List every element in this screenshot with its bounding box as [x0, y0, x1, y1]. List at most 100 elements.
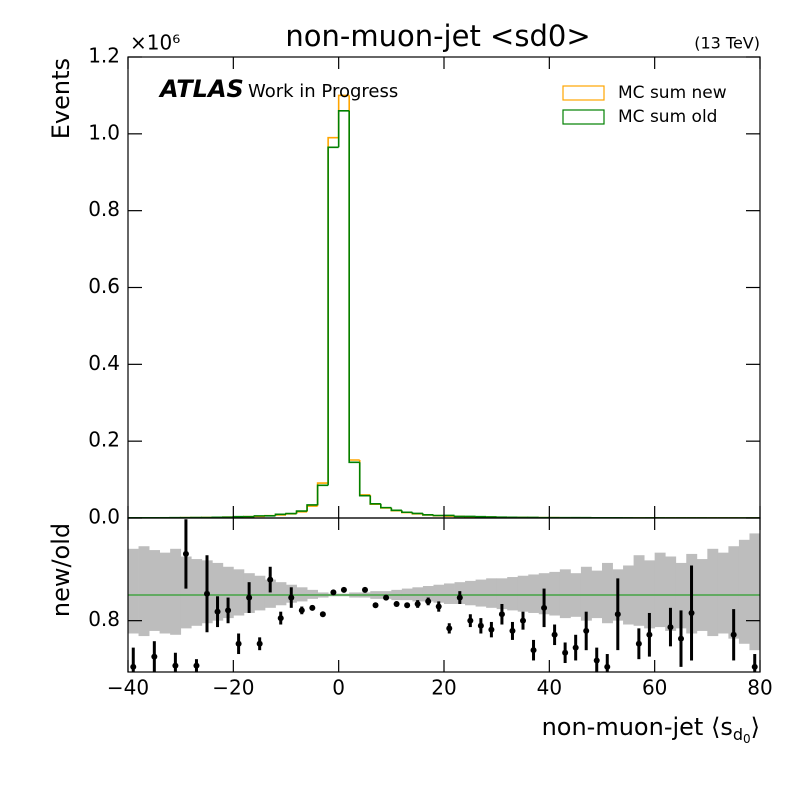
status-label: Work in Progress: [248, 81, 398, 102]
y-tick-label: 1.0: [88, 120, 120, 144]
uncertainty-band: [412, 587, 424, 602]
uncertainty-band: [580, 566, 592, 621]
uncertainty-band: [233, 569, 245, 616]
uncertainty-band: [128, 548, 139, 634]
ratio-point: [456, 594, 463, 601]
ratio-point: [488, 626, 495, 633]
uncertainty-band: [549, 571, 561, 616]
x-tick-label: 20: [431, 676, 456, 700]
uncertainty-band: [591, 570, 603, 619]
x-tick-label: 60: [642, 676, 667, 700]
uncertainty-band: [180, 556, 192, 629]
uncertainty-band: [496, 578, 508, 610]
ratio-point: [435, 603, 442, 610]
ratio-point: [572, 644, 579, 651]
histogram-step: [295, 510, 308, 514]
ratio-point: [593, 657, 600, 664]
ratio-point: [130, 663, 137, 670]
uncertainty-band: [528, 574, 540, 613]
ratio-point: [530, 647, 537, 654]
uncertainty-band: [222, 566, 234, 619]
uncertainty-band: [728, 546, 740, 639]
histogram-step: [369, 495, 381, 505]
uncertainty-band: [159, 552, 171, 634]
ratio-point: [551, 631, 558, 638]
ratio-point: [256, 640, 263, 647]
histogram-step: [390, 507, 402, 512]
x-axis-title-end: ⟩: [751, 713, 760, 741]
ratio-point: [404, 602, 411, 609]
uncertainty-band: [675, 562, 687, 629]
legend: MC sum new MC sum old: [562, 83, 727, 127]
x-axis-title-sub: d: [733, 725, 743, 744]
ratio-point: [730, 631, 737, 638]
x-tick-label: 0: [332, 676, 345, 700]
uncertainty-band: [517, 575, 529, 612]
uncertainty-band: [296, 587, 308, 602]
legend-label: MC sum new: [618, 83, 727, 103]
histogram-step: [274, 513, 286, 516]
histogram-step: [316, 484, 329, 505]
uncertainty-band: [444, 583, 455, 604]
uncertainty-band: [717, 552, 729, 634]
ratio-point: [277, 615, 284, 622]
ratio-point: [541, 604, 548, 611]
ratio-point: [467, 617, 474, 624]
uncertainty-band: [507, 577, 519, 611]
uncertainty-band: [738, 539, 750, 644]
ratio-point: [309, 604, 316, 611]
uncertainty-band: [749, 533, 760, 651]
ratio-point: [288, 594, 295, 601]
histogram-step: [358, 462, 371, 497]
ratio-point: [751, 663, 758, 670]
x-axis-title: non-muon-jet ⟨sd0⟩: [542, 713, 760, 746]
ratio-axis-title: new/old: [47, 523, 75, 617]
ratio-point: [235, 640, 242, 647]
ratio-point: [583, 627, 590, 634]
legend-swatch: [562, 109, 605, 125]
histogram-step: [348, 110, 360, 464]
y-tick-label: 0.6: [88, 274, 120, 298]
uncertainty-band: [633, 555, 645, 626]
ratio-tick-label: 0.8: [88, 607, 120, 631]
histogram-step: [380, 503, 392, 509]
uncertainty-band: [191, 559, 203, 626]
ratio-point: [182, 550, 189, 557]
ratio-point: [604, 663, 611, 670]
y-tick-label: 0.2: [88, 428, 120, 452]
uncertainty-band: [254, 575, 266, 611]
experiment-label: ATLAS: [158, 75, 244, 103]
uncertainty-band: [401, 588, 413, 601]
ratio-point: [362, 586, 368, 593]
uncertainty-band: [475, 579, 487, 607]
uncertainty-band: [170, 548, 182, 635]
ratio-point: [509, 627, 516, 634]
y-multiplier: ×10⁶: [130, 31, 180, 55]
uncertainty-band: [307, 589, 318, 599]
uncertainty-band: [665, 556, 677, 631]
ratio-point: [383, 594, 390, 601]
ratio-point: [319, 611, 326, 618]
ratio-point: [498, 611, 505, 618]
y-axis-title: Events: [47, 58, 75, 139]
ratio-point: [562, 649, 569, 656]
histogram-step: [253, 515, 265, 517]
legend-label: MC sum old: [618, 107, 717, 127]
ratio-point: [520, 617, 526, 624]
ratio-point: [372, 602, 379, 609]
y-tick-label: 0.8: [88, 197, 120, 221]
uncertainty-band: [654, 552, 666, 628]
legend-swatch: [562, 85, 605, 101]
x-tick-label: 40: [537, 676, 562, 700]
x-axis-title-main: non-muon-jet ⟨s: [542, 713, 733, 741]
uncertainty-band: [433, 584, 445, 603]
uncertainty-band: [559, 569, 571, 619]
ratio-point: [635, 640, 642, 647]
x-axis-title-subsub: 0: [743, 732, 751, 746]
ratio-point: [172, 662, 179, 669]
x-tick-label: 80: [747, 676, 772, 700]
histogram-step: [453, 515, 466, 518]
histogram-step: [306, 504, 318, 512]
y-tick-label: 0.4: [88, 351, 120, 375]
